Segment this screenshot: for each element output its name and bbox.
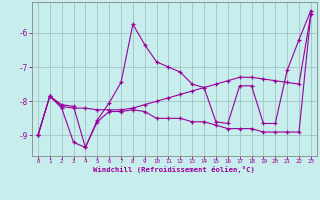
X-axis label: Windchill (Refroidissement éolien,°C): Windchill (Refroidissement éolien,°C) [93,166,255,173]
